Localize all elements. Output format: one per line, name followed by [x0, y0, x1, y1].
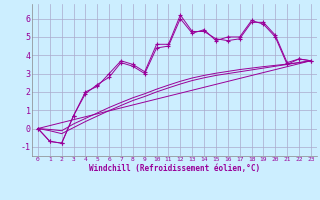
- X-axis label: Windchill (Refroidissement éolien,°C): Windchill (Refroidissement éolien,°C): [89, 164, 260, 173]
